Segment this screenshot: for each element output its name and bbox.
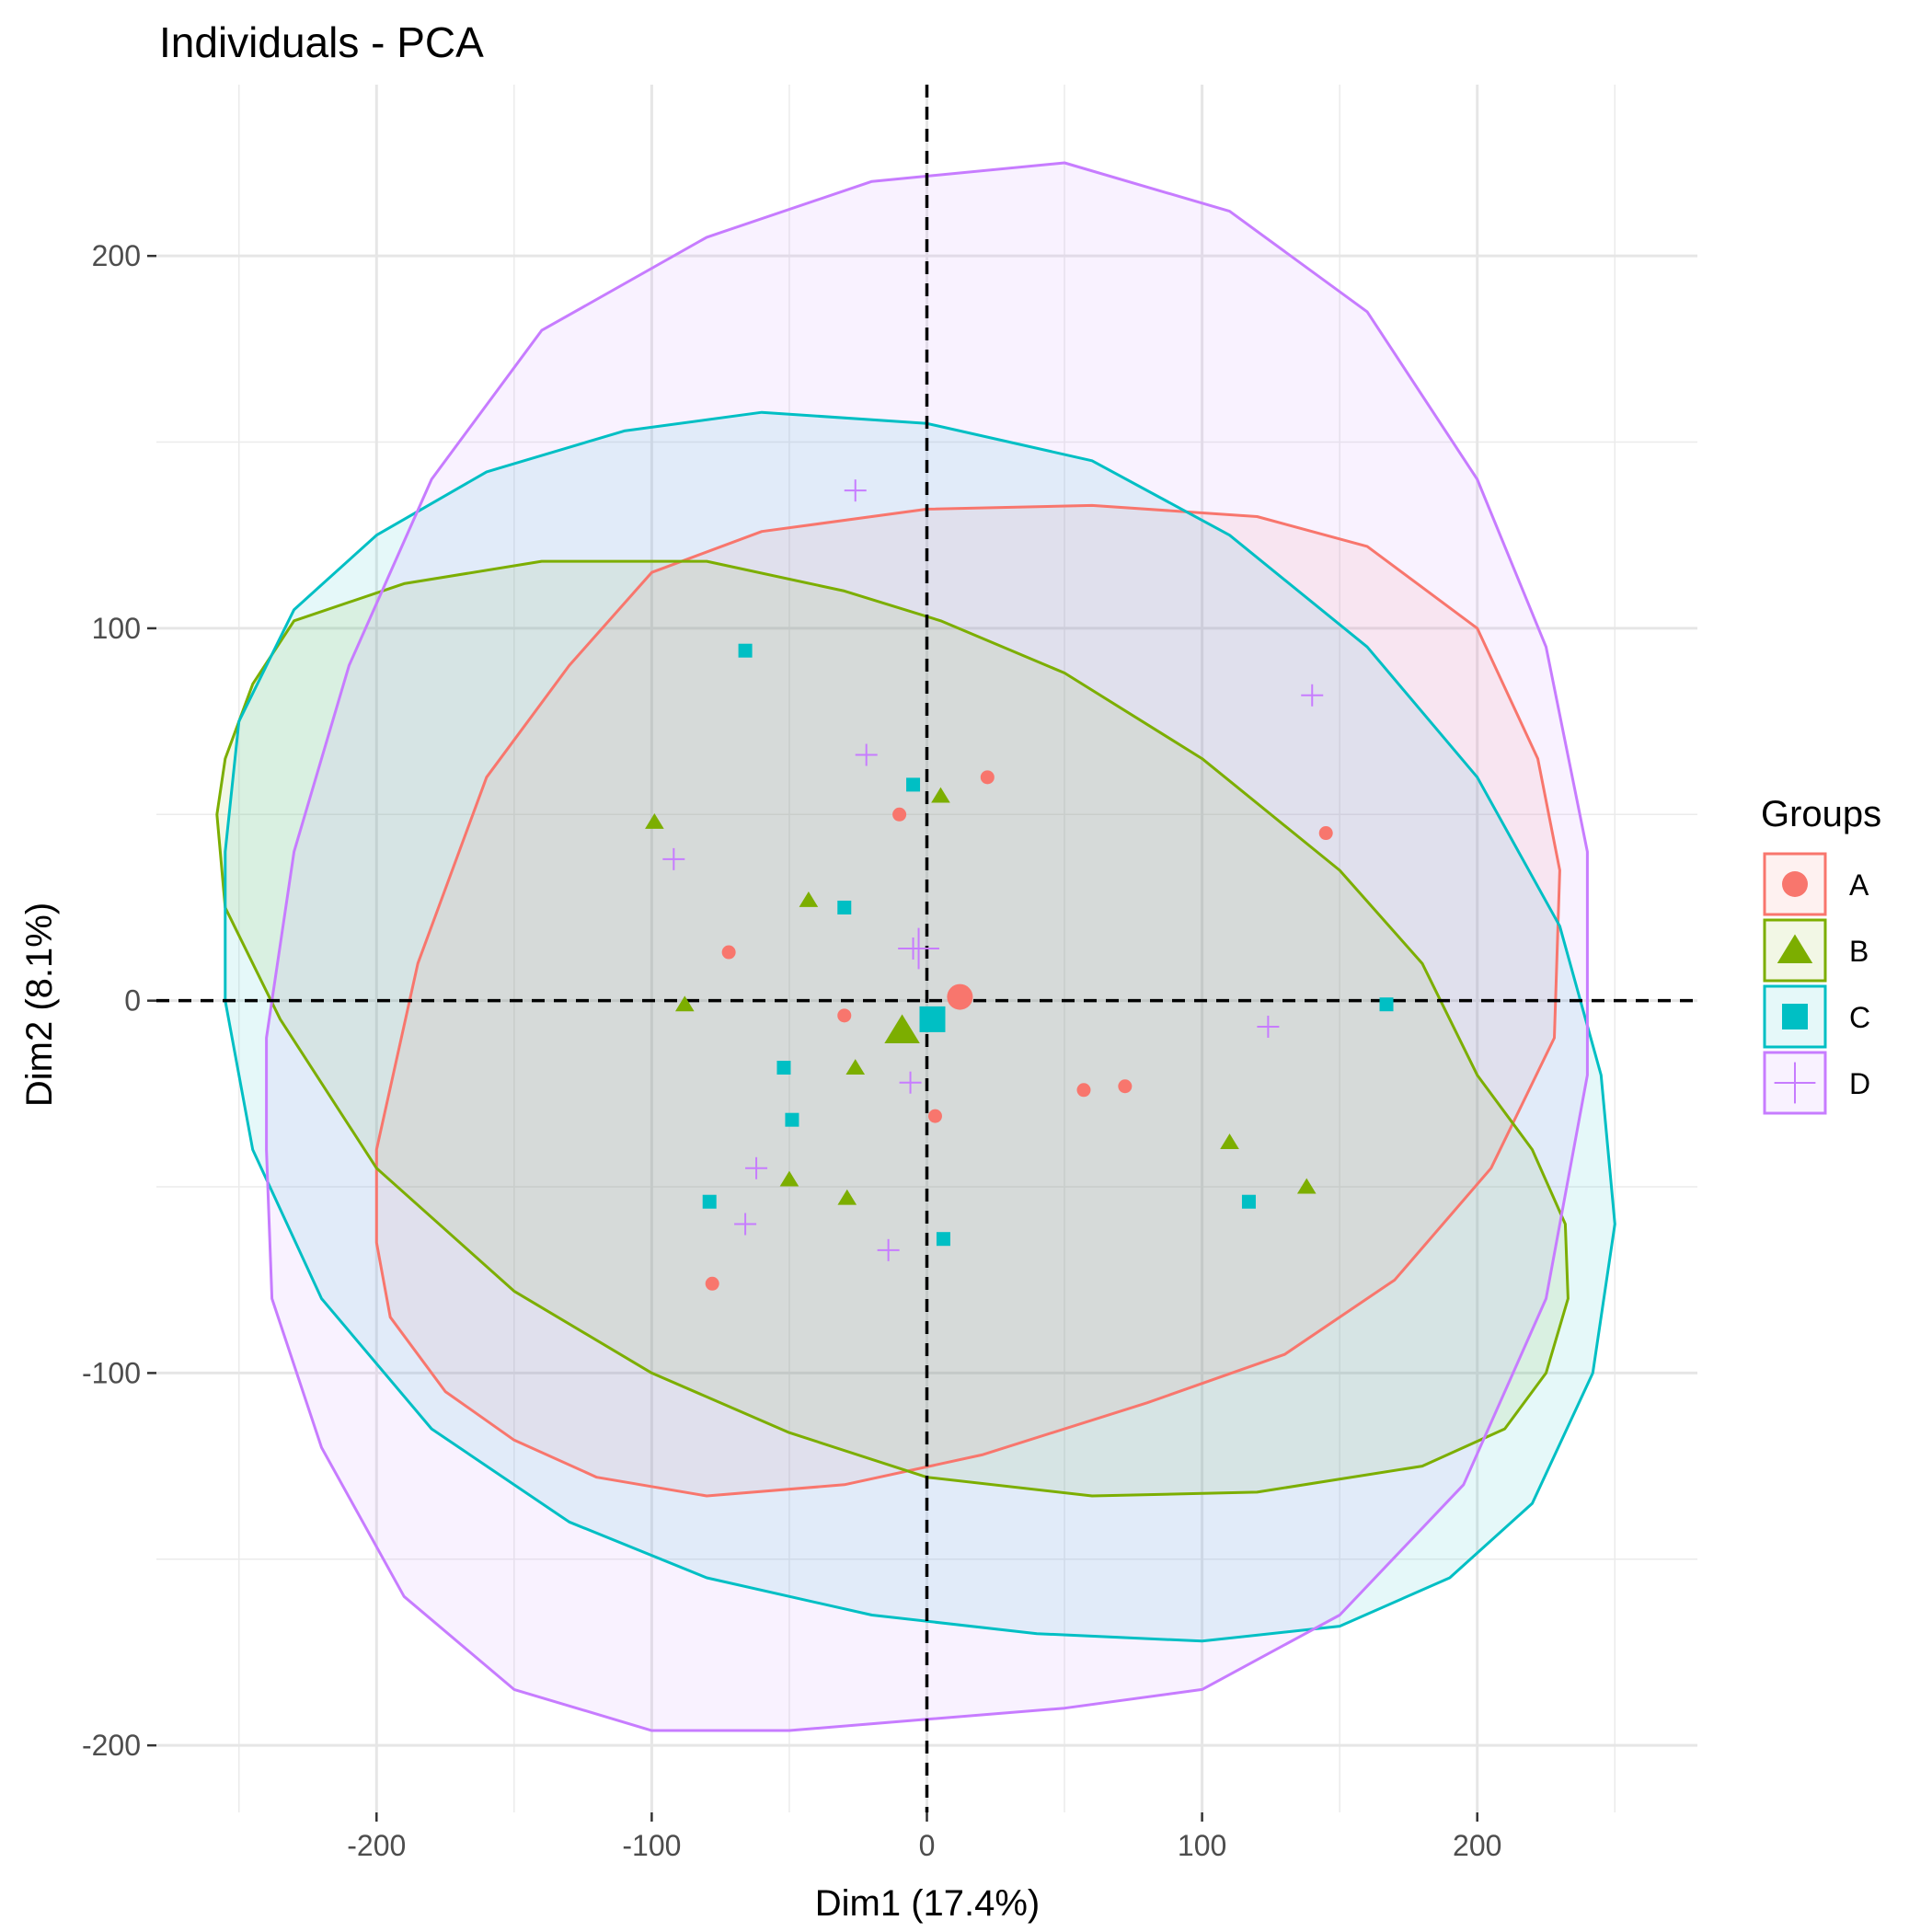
legend-label-a: A	[1849, 868, 1869, 902]
point-d	[745, 1156, 768, 1179]
x-tick-label: 100	[1178, 1829, 1226, 1862]
data-points	[645, 479, 1394, 1291]
point-d	[662, 847, 685, 870]
point-a	[837, 1008, 852, 1023]
y-tick-label: 100	[92, 612, 141, 645]
point-d	[899, 1071, 922, 1094]
point-c	[906, 777, 921, 792]
point-b	[779, 1170, 799, 1187]
legend-item-d: D	[1763, 1051, 1870, 1115]
x-tick-label: -200	[347, 1829, 406, 1862]
x-axis-ticks: -200 -100 0 100 200	[347, 1812, 1501, 1862]
point-d	[734, 1213, 757, 1236]
point-b	[1296, 1178, 1317, 1194]
point-a	[1118, 1079, 1133, 1094]
point-b	[674, 995, 695, 1012]
point-d	[1257, 1015, 1280, 1038]
legend-marker-b	[1777, 934, 1813, 963]
y-tick-label: 200	[92, 239, 141, 272]
point-a	[892, 807, 907, 822]
point-b	[799, 891, 819, 907]
legend-marker-c	[1782, 1004, 1808, 1029]
centroid-a	[947, 983, 973, 1010]
x-tick-label: -100	[622, 1829, 681, 1862]
legend-item-b: B	[1763, 918, 1869, 983]
point-c	[1241, 1194, 1256, 1209]
point-b	[645, 813, 664, 829]
x-tick-label: 200	[1453, 1829, 1501, 1862]
point-b	[837, 1189, 857, 1205]
ellipse-outline-d	[265, 161, 1589, 1732]
point-a	[980, 770, 995, 785]
group-centroids	[884, 927, 973, 1044]
legend-item-c: C	[1763, 984, 1870, 1049]
point-a	[927, 1109, 942, 1123]
point-b	[1220, 1133, 1239, 1149]
point-c	[738, 643, 753, 658]
point-d	[877, 1238, 900, 1261]
point-c	[936, 1232, 950, 1247]
point-c	[785, 1112, 799, 1127]
chart-title: Individuals - PCA	[159, 18, 484, 66]
centroid-c	[919, 1006, 946, 1032]
x-tick-label: 0	[919, 1829, 936, 1862]
point-a	[1076, 1083, 1091, 1098]
centroid-b	[884, 1014, 920, 1044]
point-c	[837, 900, 852, 914]
legend-marker-a	[1782, 871, 1808, 897]
point-c	[1379, 997, 1394, 1012]
point-b	[845, 1059, 866, 1075]
ellipse-fill-b	[216, 561, 1569, 1496]
ellipse-outline-a	[374, 503, 1561, 1498]
point-a	[1318, 826, 1333, 841]
point-d	[855, 743, 878, 766]
point-b	[931, 787, 950, 803]
point-c	[702, 1194, 717, 1209]
y-tick-label: -200	[82, 1729, 141, 1762]
legend-marker-d	[1774, 1062, 1816, 1104]
ellipse-outline-b	[215, 559, 1570, 1498]
x-axis-title: Dim1 (17.4%)	[815, 1883, 1041, 1924]
point-c	[776, 1061, 791, 1075]
centroid-d	[898, 927, 939, 970]
point-a	[721, 945, 736, 960]
point-d	[1301, 684, 1324, 707]
legend-title: Groups	[1761, 794, 1881, 834]
legend-item-a: A	[1763, 852, 1869, 916]
legend-label-b: B	[1849, 935, 1869, 968]
y-tick-label: -100	[82, 1356, 141, 1389]
legend-label-d: D	[1849, 1067, 1870, 1100]
y-axis-title: Dim2 (8.1%)	[19, 903, 60, 1107]
point-d	[844, 479, 867, 502]
ellipse-outline-c	[224, 410, 1616, 1643]
y-axis-ticks: -200 -100 0 100 200	[82, 239, 156, 1762]
y-tick-label: 0	[124, 984, 141, 1018]
legend-label-c: C	[1849, 1001, 1870, 1034]
point-a	[705, 1276, 719, 1291]
confidence-ellipses	[215, 161, 1616, 1732]
